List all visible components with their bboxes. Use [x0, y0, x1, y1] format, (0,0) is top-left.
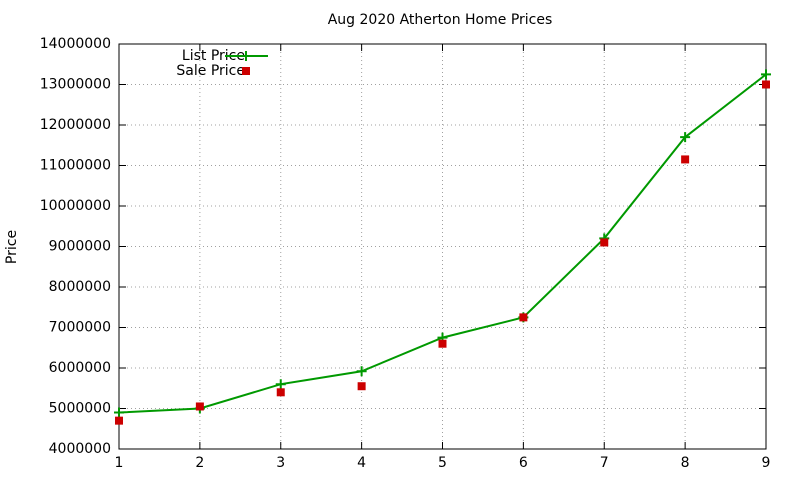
y-tick-label: 8000000 [49, 279, 111, 295]
plot-border [118, 43, 767, 450]
x-tick-label: 8 [681, 455, 690, 471]
point [275, 379, 286, 390]
point [519, 313, 528, 322]
x-tick-label: 1 [115, 455, 124, 471]
point [356, 366, 367, 377]
x-tick-label: 4 [357, 455, 366, 471]
y-tick-label: 12000000 [40, 117, 111, 133]
y-tick-label: 11000000 [40, 158, 111, 174]
y-tick-label: 13000000 [40, 77, 111, 93]
point [114, 407, 124, 418]
x-tick-label: 3 [276, 455, 285, 471]
legend-marker [241, 51, 251, 61]
point [438, 339, 447, 348]
x-tick-label: 5 [438, 455, 447, 471]
point [600, 238, 609, 247]
point [681, 155, 690, 164]
x-tick-label: 2 [195, 455, 204, 471]
y-tick-label: 5000000 [49, 401, 111, 417]
x-tick-label: 9 [762, 455, 771, 471]
x-tick-label: 6 [519, 455, 528, 471]
y-tick-label: 4000000 [49, 441, 111, 457]
legend-label: Sale Price [176, 63, 245, 79]
point [761, 69, 771, 80]
y-axis-label: Price [4, 230, 20, 264]
x-tick-label: 7 [600, 455, 609, 471]
y-tick-label: 9000000 [49, 239, 111, 255]
y-tick-label: 7000000 [49, 320, 111, 336]
legend-label: List Price [182, 48, 245, 64]
point [762, 80, 770, 89]
point [357, 382, 366, 391]
point [195, 402, 204, 411]
y-tick-label: 6000000 [49, 360, 111, 376]
legend-marker [242, 67, 250, 75]
y-tick-label: 10000000 [40, 198, 111, 214]
point [680, 132, 691, 143]
point [276, 388, 285, 397]
point [115, 416, 123, 425]
y-tick-label: 14000000 [40, 36, 111, 52]
series-line [118, 73, 767, 414]
chart-title: Aug 2020 Atherton Home Prices [328, 12, 553, 28]
